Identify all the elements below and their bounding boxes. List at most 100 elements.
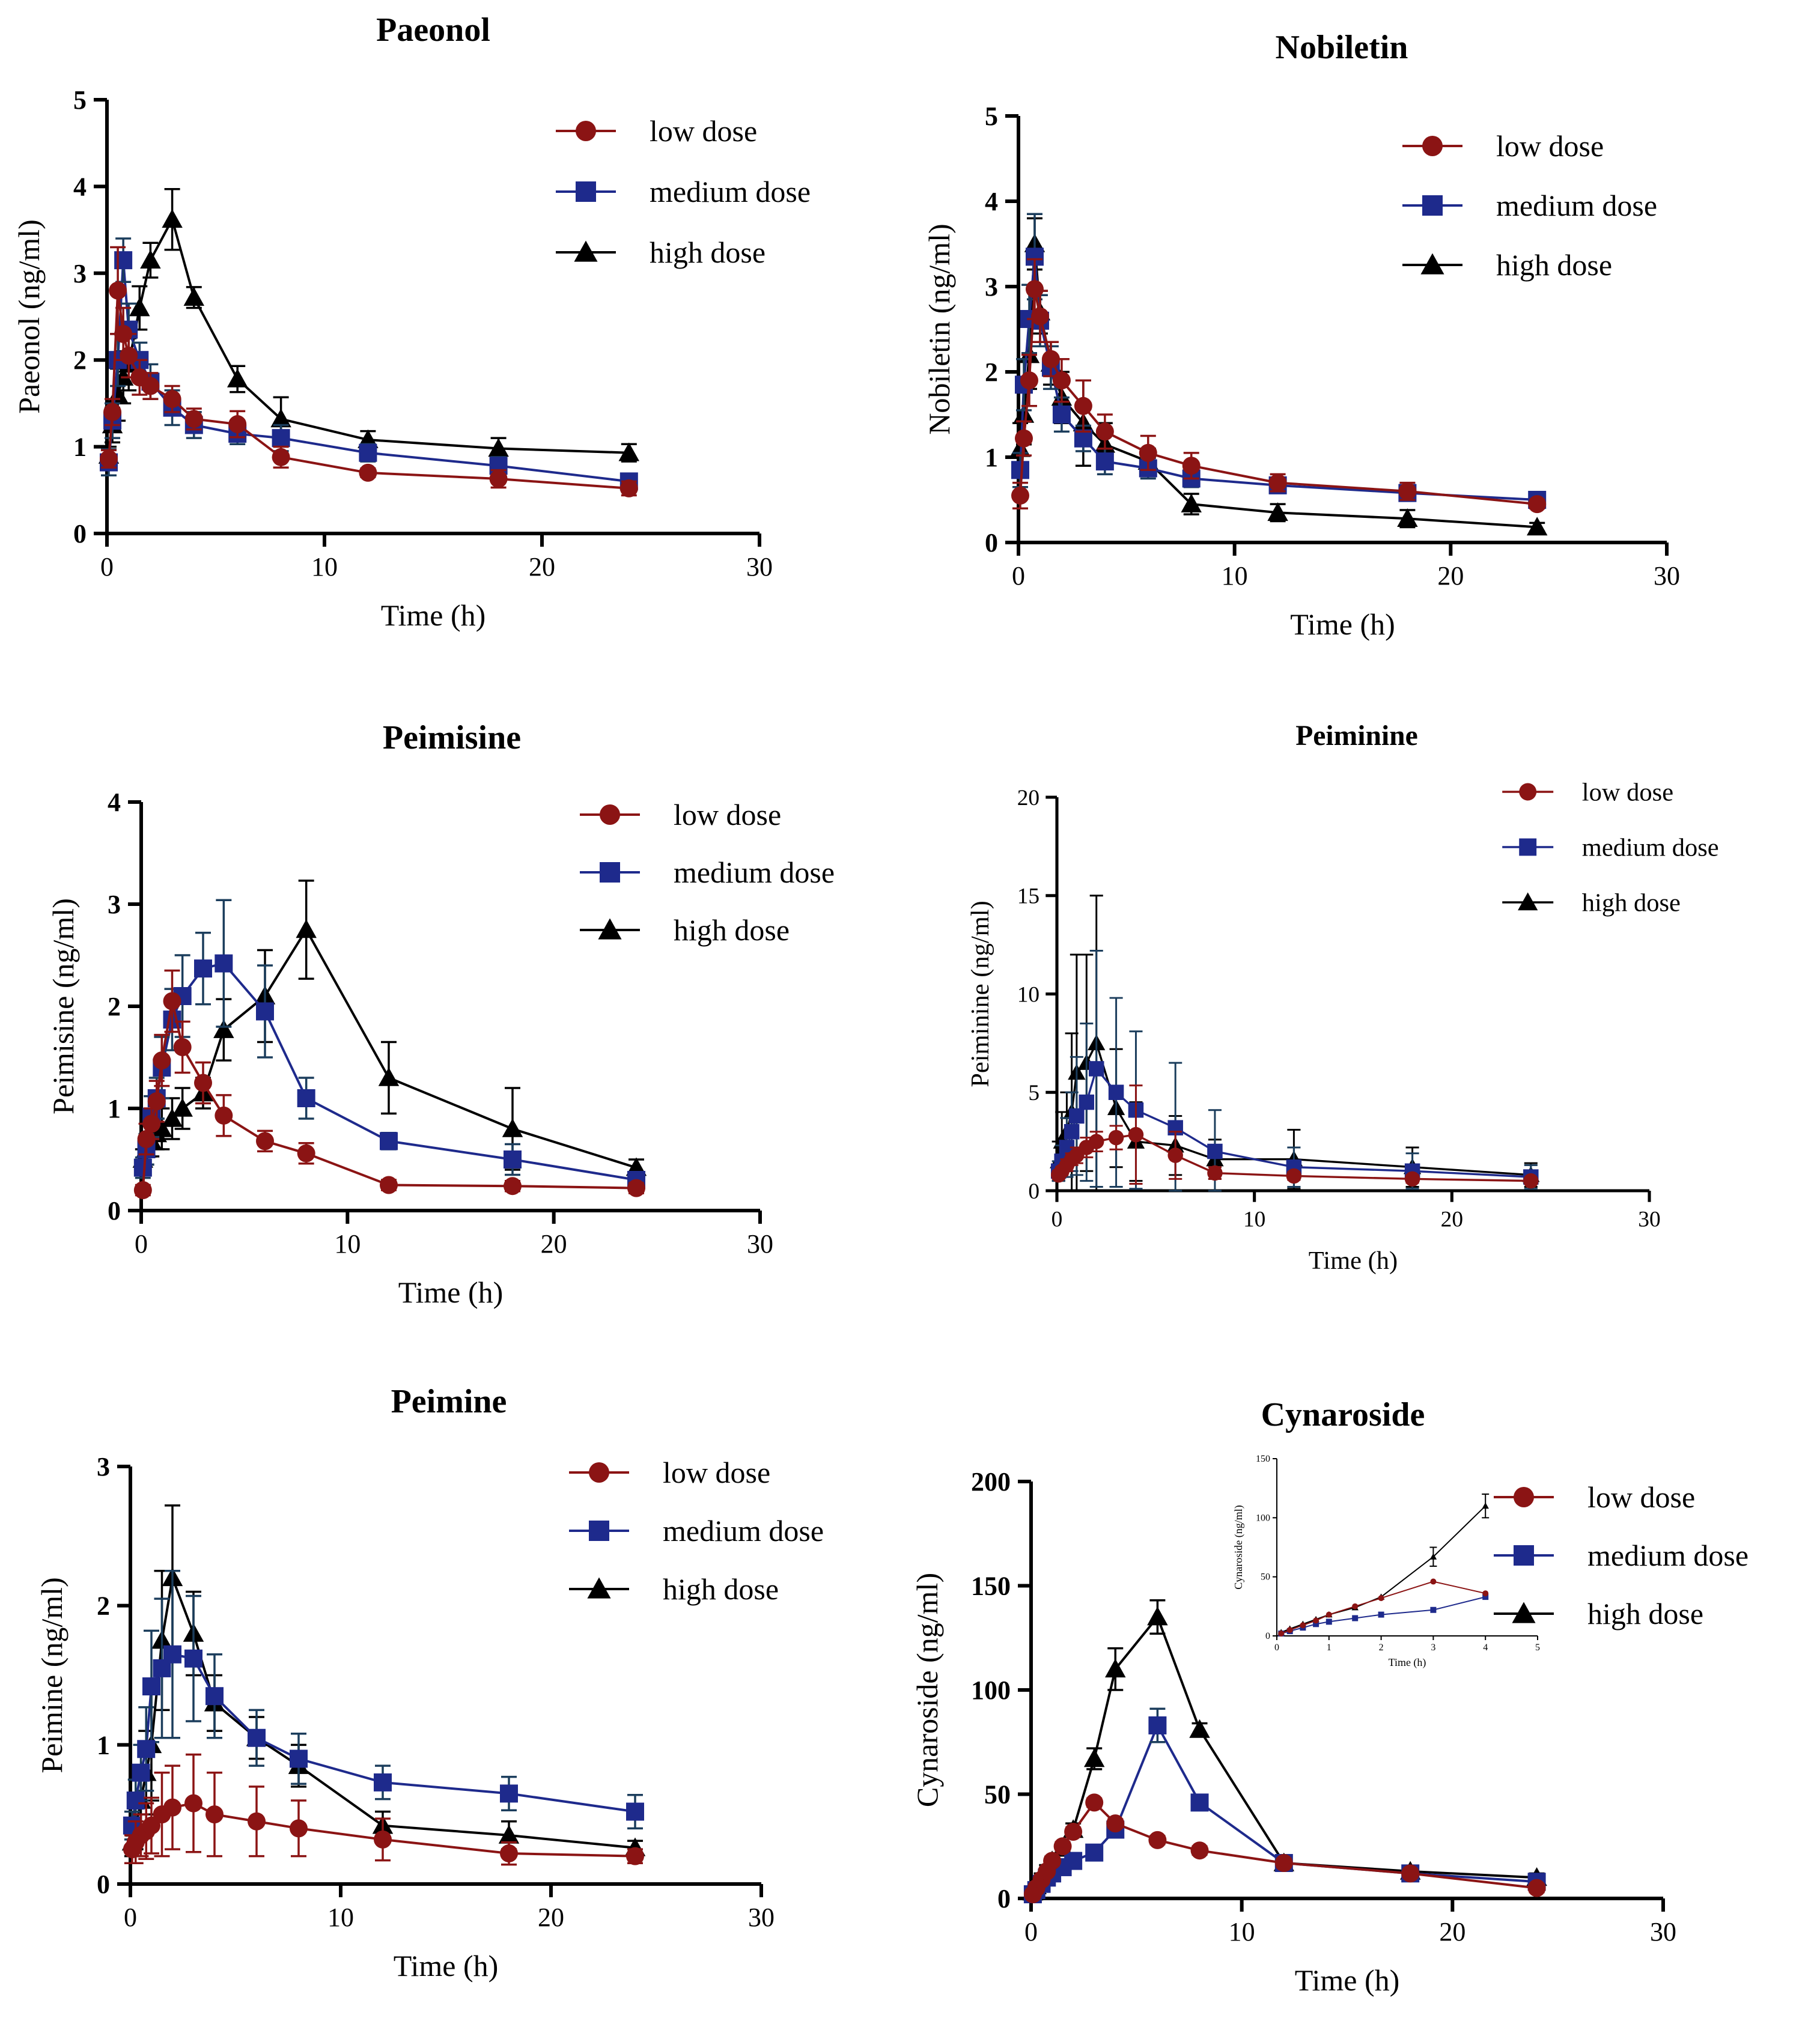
data-point xyxy=(1041,350,1060,368)
data-point xyxy=(290,1749,308,1768)
legend-label: medium dose xyxy=(1582,833,1719,862)
data-point xyxy=(498,1825,520,1844)
y-tick-label: 5 xyxy=(73,85,87,115)
inset-x-tick-label: 4 xyxy=(1483,1643,1488,1653)
y-tick-label: 150 xyxy=(971,1572,1011,1601)
legend-label: low dose xyxy=(663,1456,770,1489)
data-point xyxy=(359,443,377,462)
data-point xyxy=(153,1051,171,1070)
y-tick-label: 15 xyxy=(1017,884,1039,909)
data-point xyxy=(103,403,122,421)
data-point xyxy=(504,1177,522,1196)
data-point xyxy=(1267,502,1288,521)
series-medium-dose xyxy=(1050,949,1539,1192)
legend-label: medium dose xyxy=(674,855,835,889)
legend-label: high dose xyxy=(1496,248,1612,282)
y-tick-label: 5 xyxy=(985,102,998,131)
legend-marker xyxy=(589,1462,609,1483)
data-point xyxy=(1207,1143,1223,1159)
data-point xyxy=(1085,1793,1104,1812)
data-point xyxy=(374,1830,392,1849)
y-tick-label: 4 xyxy=(108,788,121,817)
data-point xyxy=(1079,1094,1095,1110)
y-tick-label: 3 xyxy=(73,259,87,288)
chart-title: Paeonol xyxy=(376,11,490,49)
data-point xyxy=(137,1740,156,1758)
data-point xyxy=(162,209,183,228)
data-point xyxy=(137,1130,156,1148)
data-point xyxy=(1527,1879,1546,1897)
inset-x-tick-label: 3 xyxy=(1431,1643,1435,1653)
data-point xyxy=(619,479,638,497)
data-point xyxy=(228,415,247,434)
data-point xyxy=(1030,307,1049,326)
x-tick-label: 10 xyxy=(311,552,338,582)
legend: low dose medium dose high dose xyxy=(556,114,811,269)
legend-label: medium dose xyxy=(1496,189,1657,222)
chart-title: Nobiletin xyxy=(1276,29,1408,66)
chart-title: Peiminine xyxy=(1295,720,1418,752)
legend-marker xyxy=(574,240,598,262)
y-tick-label: 4 xyxy=(985,187,998,216)
y-tick-label: 0 xyxy=(73,519,87,549)
chart-peimisine: Peimisine 0 10 20 30 0 1 2 3 4 Time (h) Peimisine (… xyxy=(46,719,835,1309)
inset-data-point xyxy=(1378,1595,1384,1602)
data-point xyxy=(151,1118,172,1137)
inset-data-point xyxy=(1429,1553,1437,1560)
data-point xyxy=(194,959,212,978)
inset-y-axis-label: Cynaroside (ng/ml) xyxy=(1232,1505,1245,1589)
chart-peiminine: Peiminine 0 10 20 30 0 5 10 15 20 Time (h) Peiminin… xyxy=(966,720,1719,1275)
y-axis-label: Peimine (ng/ml) xyxy=(35,1577,68,1773)
inset-y-tick-label: 0 xyxy=(1265,1631,1270,1641)
data-point xyxy=(1025,280,1044,299)
legend: low dose medium dose high dose xyxy=(1402,129,1657,282)
data-point xyxy=(215,1106,233,1125)
x-tick-label: 30 xyxy=(747,1229,773,1259)
data-point xyxy=(1147,1606,1168,1626)
x-axis-label: Time (h) xyxy=(398,1275,504,1309)
y-tick-label: 3 xyxy=(985,272,998,302)
legend-label: medium dose xyxy=(650,175,811,208)
series-medium-dose xyxy=(1011,213,1547,509)
data-point xyxy=(1052,371,1071,390)
series-medium-dose xyxy=(123,1570,644,1841)
data-point xyxy=(114,324,133,343)
legend-label: high dose xyxy=(663,1572,779,1606)
y-tick-label: 2 xyxy=(985,357,998,387)
legend: low dose medium dose high dose xyxy=(1494,1480,1748,1630)
inset-data-point xyxy=(1378,1611,1384,1618)
data-point xyxy=(162,1108,183,1127)
legend-label: high dose xyxy=(650,236,765,269)
y-tick-label: 50 xyxy=(984,1780,1011,1810)
inset-data-point xyxy=(1430,1606,1437,1613)
legend: low dose medium dose high dose xyxy=(569,1456,824,1606)
series-line xyxy=(130,1573,636,1849)
legend-marker xyxy=(598,918,622,940)
inset-data-point xyxy=(1352,1615,1359,1621)
data-point xyxy=(147,1092,166,1111)
data-point xyxy=(109,281,127,300)
inset-data-point xyxy=(1313,1617,1319,1624)
data-point xyxy=(215,954,233,973)
series-low-dose xyxy=(133,969,645,1199)
series-low-dose xyxy=(1023,1793,1546,1904)
data-point xyxy=(502,1118,523,1137)
data-point xyxy=(1108,1084,1124,1100)
y-axis-label: Peiminine (ng/ml) xyxy=(966,901,994,1087)
data-point xyxy=(248,1812,266,1831)
chart-paeonol: Paeonol 0 10 20 30 0 1 2 3 4 5 Time (h) Paeonol (ng/… xyxy=(12,11,811,632)
data-point xyxy=(626,1802,644,1821)
data-point xyxy=(163,1798,181,1817)
data-point xyxy=(618,442,640,461)
data-point xyxy=(100,449,118,468)
chart-title: Peimisine xyxy=(383,719,521,756)
data-point xyxy=(1148,1716,1167,1734)
data-point xyxy=(1526,517,1548,536)
data-point xyxy=(1148,1831,1167,1849)
data-point xyxy=(1088,1061,1104,1077)
data-point xyxy=(163,1645,181,1664)
data-point xyxy=(272,448,290,466)
x-axis-label: Time (h) xyxy=(1295,1963,1400,1997)
data-point xyxy=(1064,1124,1080,1140)
data-point xyxy=(1401,1864,1420,1883)
